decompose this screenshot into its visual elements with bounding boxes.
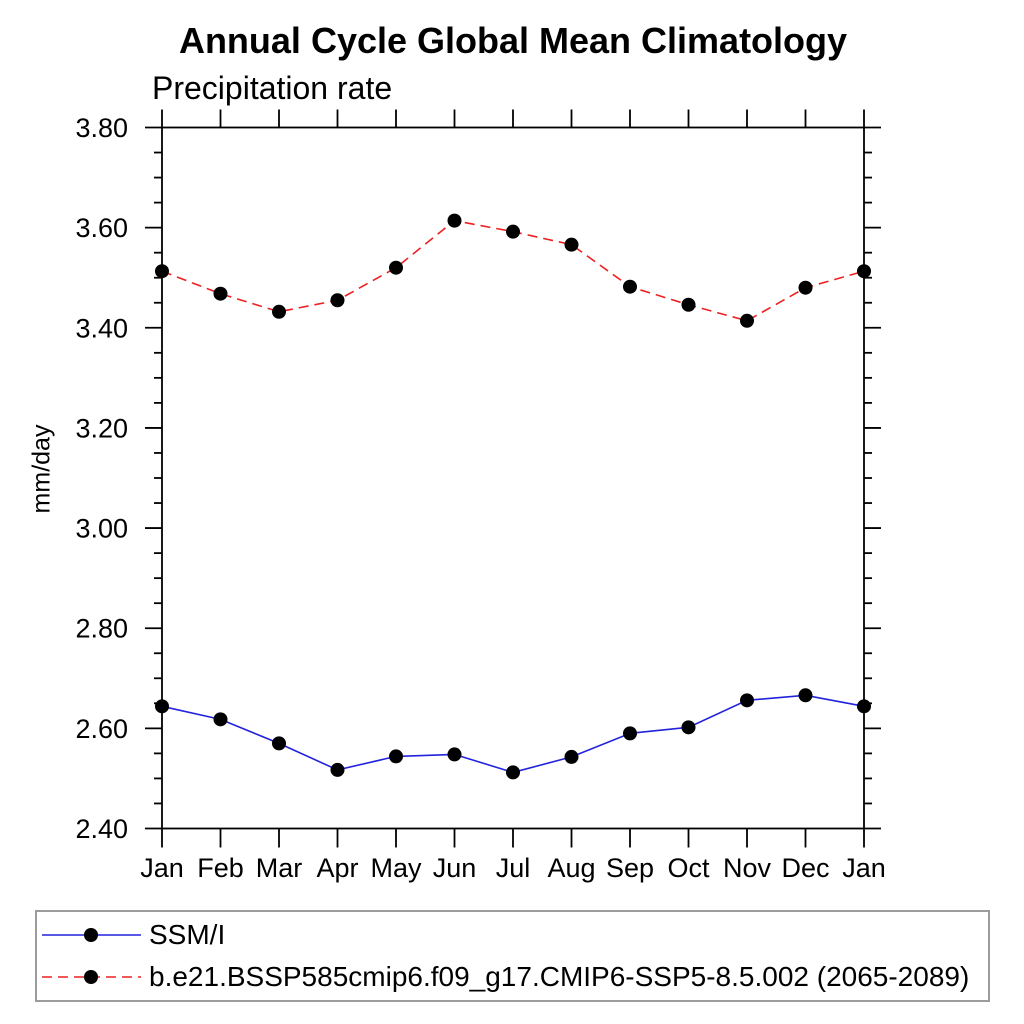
series-marker-1 <box>623 279 637 294</box>
x-tick-label: Dec <box>781 853 829 883</box>
series-marker-1 <box>272 304 286 319</box>
series-marker-1 <box>564 237 579 252</box>
series-marker-1 <box>798 280 813 295</box>
x-tick-label: May <box>370 853 422 883</box>
y-tick-label: 3.00 <box>75 514 128 544</box>
series-marker-0 <box>681 720 696 735</box>
y-tick-label: 3.20 <box>75 413 128 443</box>
x-tick-label: Feb <box>197 853 244 883</box>
x-tick-label: Oct <box>667 853 710 883</box>
x-tick-label: Jan <box>842 853 886 883</box>
series-marker-0 <box>740 693 754 708</box>
series-marker-0 <box>564 749 579 764</box>
series-marker-0 <box>506 765 520 780</box>
legend-item: SSM/I <box>37 915 988 955</box>
x-tick-label: Jan <box>140 853 184 883</box>
legend-line-sample <box>42 970 141 984</box>
y-tick-label: 2.60 <box>75 714 128 744</box>
y-tick-label: 3.60 <box>75 213 128 243</box>
series-marker-0 <box>213 712 228 727</box>
legend-line-sample <box>42 928 141 942</box>
chart-title: Annual Cycle Global Mean Climatology <box>178 20 848 61</box>
x-tick-label: Sep <box>606 853 654 883</box>
series-marker-1 <box>155 264 169 279</box>
series-marker-1 <box>389 260 403 275</box>
series-marker-0 <box>389 749 403 764</box>
series-marker-1 <box>330 293 345 308</box>
series-marker-1 <box>681 297 696 312</box>
x-tick-label: Apr <box>316 853 358 883</box>
x-tick-label: Mar <box>256 853 303 883</box>
series-marker-0 <box>330 762 345 777</box>
y-tick-label: 2.80 <box>75 614 128 644</box>
legend-label: b.e21.BSSP585cmip6.f09_g17.CMIP6-SSP5-8.… <box>149 961 970 992</box>
series-marker-1 <box>506 224 520 239</box>
y-tick-label: 3.80 <box>75 113 128 143</box>
x-tick-label: Jul <box>496 853 531 883</box>
series-line-0 <box>161 694 865 774</box>
series-marker-0 <box>857 699 871 714</box>
series-marker-1 <box>857 264 871 279</box>
series-marker-0 <box>623 726 637 741</box>
x-tick-label: Aug <box>547 853 595 883</box>
series-marker-0 <box>272 736 286 751</box>
series-marker-0 <box>447 747 462 762</box>
legend: SSM/I b.e21.BSSP585cmip6.f09_g17.CMIP6-SS… <box>35 910 990 1002</box>
series-marker-1 <box>447 213 462 228</box>
chart-subtitle: Precipitation rate <box>152 70 393 106</box>
series-marker-0 <box>155 699 169 714</box>
y-tick-label: 3.40 <box>75 313 128 343</box>
legend-item: b.e21.BSSP585cmip6.f09_g17.CMIP6-SSP5-8.… <box>37 957 988 997</box>
legend-label: SSM/I <box>149 919 226 950</box>
series-marker-1 <box>740 313 754 328</box>
series-marker-1 <box>213 286 228 301</box>
x-tick-label: Jun <box>433 853 477 883</box>
y-tick-label: 2.40 <box>75 814 128 844</box>
series-marker-0 <box>798 688 813 703</box>
x-tick-label: Nov <box>723 853 772 883</box>
